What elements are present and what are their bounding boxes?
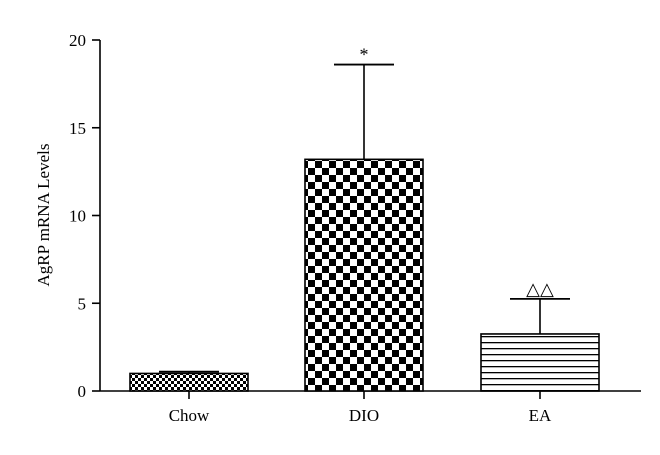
y-tick-label: 0 — [78, 382, 87, 401]
significance-mark: * — [360, 45, 369, 65]
bar-chow — [129, 372, 249, 392]
y-axis-label: AgRP mRNA Levels — [34, 144, 53, 287]
y-tick-label: 15 — [69, 119, 86, 138]
significance-mark: △△ — [526, 279, 554, 299]
bars — [129, 158, 600, 392]
annotations: * △△ — [360, 45, 554, 299]
x-tick-label: EA — [529, 406, 552, 425]
bar-ea — [480, 333, 600, 392]
y-tick-label: 10 — [69, 207, 86, 226]
x-tick-label: Chow — [169, 406, 210, 425]
x-tick-label: DIO — [349, 406, 379, 425]
y-tick-label: 20 — [69, 31, 86, 50]
y-tick-label: 5 — [78, 294, 87, 313]
bar-dio — [304, 158, 424, 392]
error-bars — [159, 63, 570, 374]
